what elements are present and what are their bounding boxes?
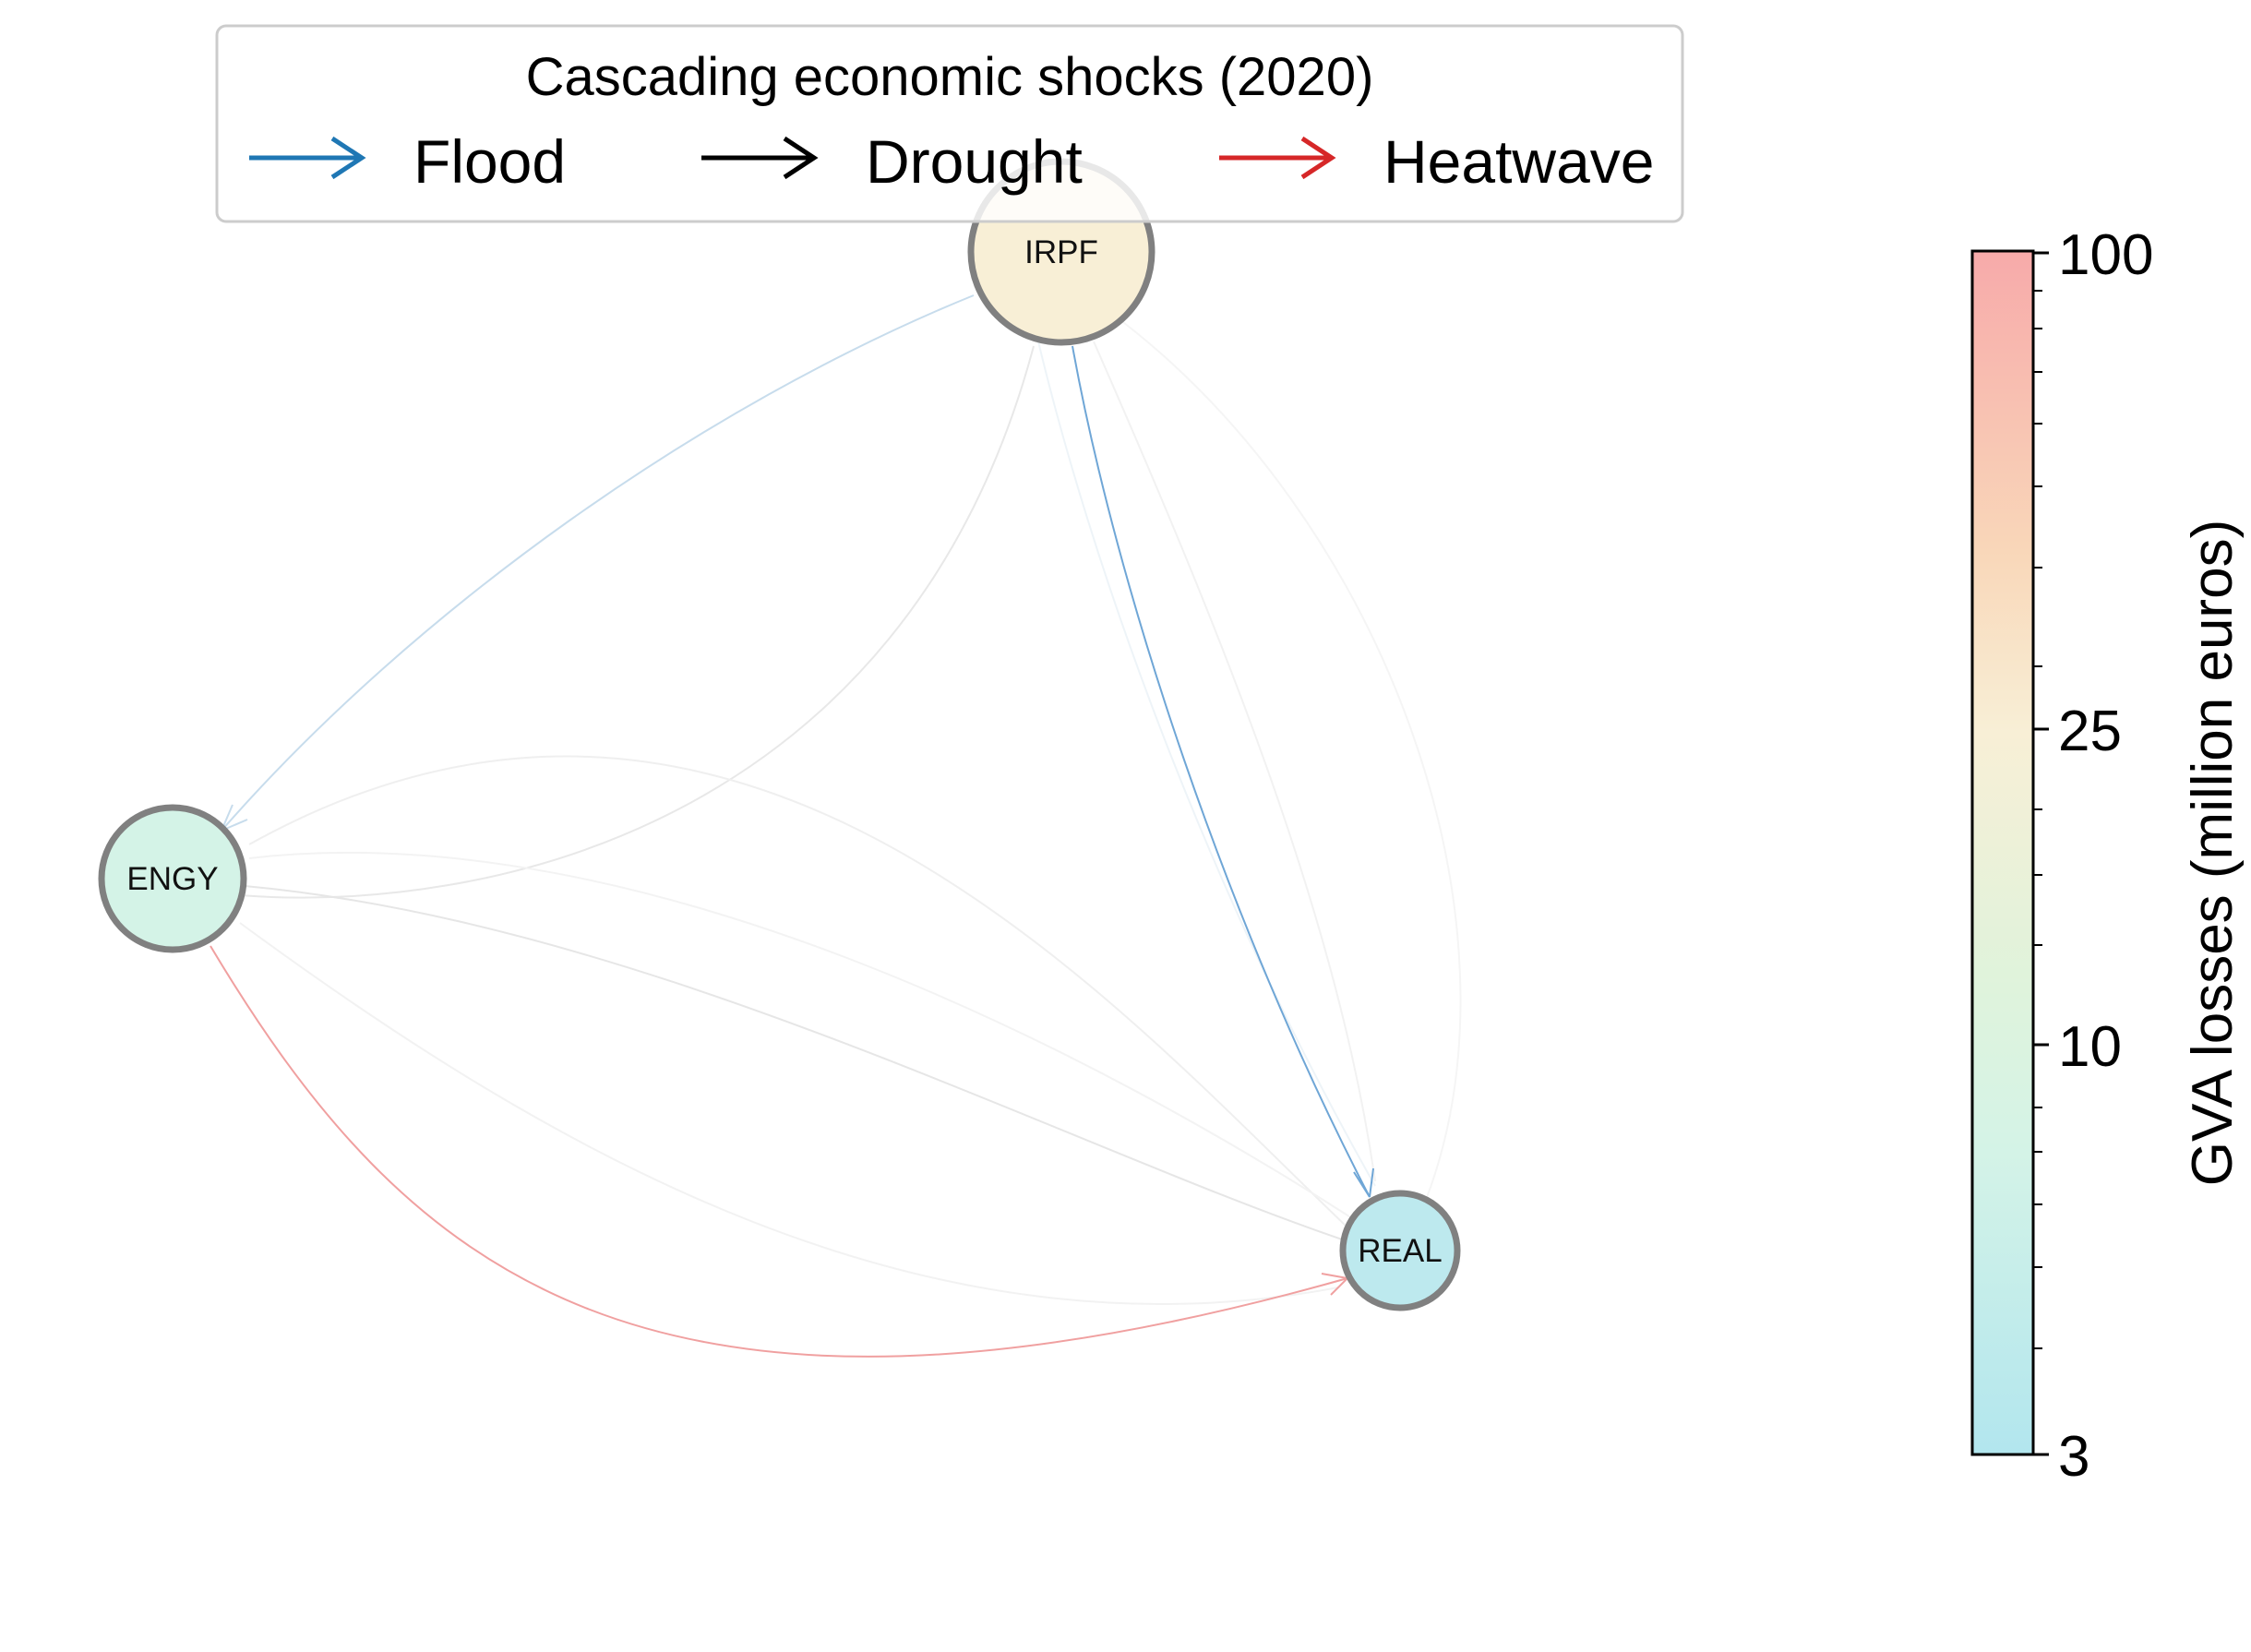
colorbar: 100 25 10 3 GVA losses (million euros): [1970, 223, 2245, 1489]
edge-engy-real-faint-3: [248, 851, 1353, 1219]
legend: Cascading economic shocks (2020) Flood D…: [215, 24, 1684, 223]
colorbar-tick-25: 25: [2058, 700, 2122, 763]
colorbar-bar: [1970, 249, 2035, 1456]
edge-irpf-engy-flood: [221, 294, 975, 832]
edge-engy-irpf-drought: [239, 345, 1035, 899]
edge-engy-real-faint-2: [239, 922, 1339, 1305]
edge-engy-real-drought: [244, 885, 1348, 1242]
legend-label-heatwave: Heatwave: [1383, 127, 1655, 196]
colorbar-major-ticks: [2033, 251, 2049, 1456]
edge-real-irpf-flood: [1037, 341, 1376, 1187]
drought-arrow-icon: [783, 136, 819, 180]
node-real[interactable]: REAL: [1339, 1190, 1461, 1311]
colorbar-tick-10: 10: [2058, 1015, 2122, 1079]
legend-title: Cascading economic shocks (2020): [526, 47, 1374, 107]
flood-arrow-icon: [330, 136, 366, 180]
edge-irpf-real-flood-arrow: [1353, 1167, 1374, 1198]
edge-engy-real-heatwave-arrow: [1321, 1273, 1348, 1296]
colorbar-axis-label: GVA losses (million euros): [2181, 520, 2245, 1186]
edge-engy-real-heatwave: [210, 945, 1348, 1358]
edge-irpf-real-flood: [1072, 345, 1371, 1198]
heatwave-arrow-icon: [1300, 136, 1336, 180]
node-real-label: REAL: [1358, 1233, 1442, 1269]
edge-layer: [210, 294, 1462, 1358]
colorbar-tick-3: 3: [2058, 1425, 2089, 1489]
colorbar-tick-100: 100: [2058, 223, 2153, 287]
legend-entry-heatwave: Heatwave: [1219, 127, 1655, 196]
edge-irpf-real-faint: [1093, 341, 1376, 1182]
colorbar-minor-ticks: [2033, 290, 2042, 1349]
edge-real-engy-drought: [248, 755, 1348, 1228]
legend-entry-drought: Drought: [701, 127, 1083, 196]
node-engy[interactable]: ENGY: [98, 804, 247, 953]
node-engy-label: ENGY: [126, 861, 218, 897]
node-irpf-label: IRPF: [1024, 234, 1098, 270]
legend-box: [215, 24, 1684, 223]
legend-label-drought: Drought: [866, 127, 1083, 196]
edge-irpf-real-drought: [1111, 313, 1462, 1201]
legend-label-flood: Flood: [413, 127, 566, 196]
legend-entry-flood: Flood: [249, 127, 566, 196]
